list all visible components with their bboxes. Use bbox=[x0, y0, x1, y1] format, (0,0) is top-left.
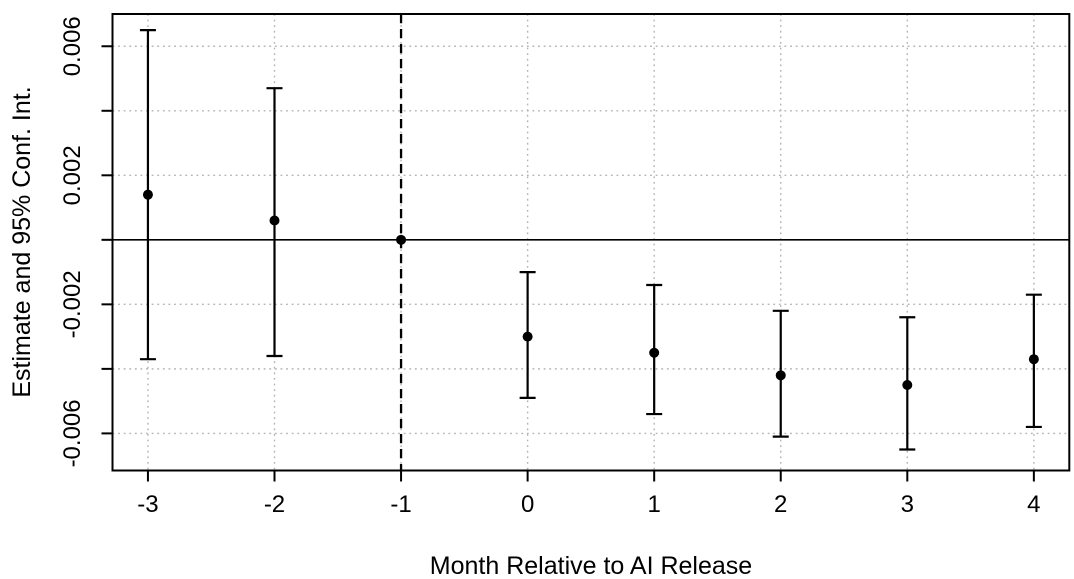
x-tick-label: 4 bbox=[1027, 491, 1040, 518]
grid-layer bbox=[112, 14, 1070, 471]
x-tick-label: -2 bbox=[264, 491, 285, 518]
x-tick-label: 3 bbox=[901, 491, 914, 518]
x-axis-title: Month Relative to AI Release bbox=[430, 552, 752, 579]
y-tick-label: -0.006 bbox=[59, 399, 86, 467]
data-layer bbox=[139, 29, 1042, 451]
point-estimate bbox=[902, 380, 913, 391]
point-estimate bbox=[1028, 354, 1039, 365]
axis-layer: -3 -2 -1 0 1 2 3 4 -0.006 -0.002 0.002 0.006 bbox=[59, 16, 1041, 518]
y-tick-label: -0.002 bbox=[59, 270, 86, 338]
plot-frame-layer bbox=[111, 13, 1071, 472]
y-tick-label: 0.006 bbox=[59, 16, 86, 76]
y-axis-title: Estimate and 95% Conf. Int. bbox=[8, 86, 36, 397]
reference-line-layer bbox=[112, 14, 1070, 471]
x-tick-label: -3 bbox=[137, 491, 158, 518]
x-tick-label: -1 bbox=[390, 491, 411, 518]
point-estimate bbox=[396, 234, 407, 245]
x-tick-label: 0 bbox=[521, 491, 534, 518]
point-estimate bbox=[269, 215, 280, 226]
point-estimate bbox=[775, 370, 786, 381]
y-tick-label: 0.002 bbox=[59, 145, 86, 205]
point-estimate bbox=[142, 189, 153, 200]
x-tick-label: 1 bbox=[648, 491, 661, 518]
x-tick-label: 2 bbox=[774, 491, 787, 518]
plot-border bbox=[111, 13, 1071, 472]
point-estimate bbox=[522, 331, 533, 342]
point-estimate bbox=[649, 347, 660, 358]
